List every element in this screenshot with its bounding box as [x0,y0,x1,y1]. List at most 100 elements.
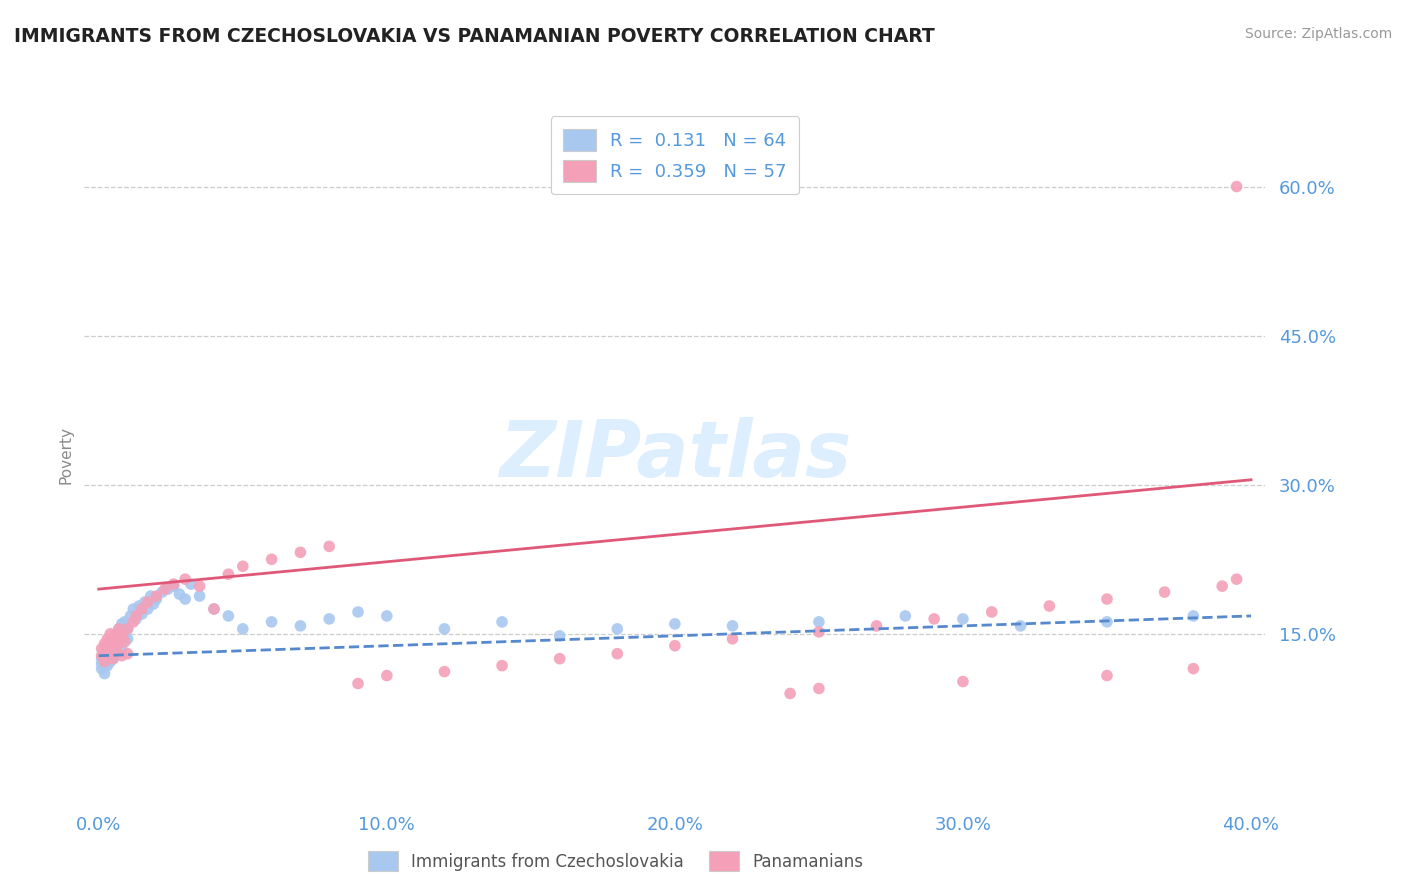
Point [114,629,136,643]
Point [1226,572,1249,586]
Point [145,592,167,607]
Point [548,629,571,643]
Point [108,637,131,651]
Point [433,622,456,636]
Point [93,666,115,681]
Point [779,686,801,700]
Point [108,622,131,636]
Point [375,609,398,624]
Point [105,645,128,659]
Point [131,607,153,621]
Point [1095,668,1118,682]
Point [491,615,513,629]
Point [1010,619,1032,633]
Point [922,612,945,626]
Point [232,622,254,636]
Point [105,645,128,659]
Point [347,605,370,619]
Point [120,609,142,624]
Point [169,587,191,601]
Point [111,641,134,656]
Point [491,658,513,673]
Point [260,615,283,629]
Point [156,582,179,596]
Point [952,674,974,689]
Point [1153,585,1175,599]
Point [96,645,118,659]
Point [721,619,744,633]
Point [101,639,124,653]
Point [318,612,340,626]
Point [114,634,136,648]
Point [93,655,115,669]
Point [260,552,283,566]
Point [128,599,150,613]
Point [96,647,118,661]
Point [174,592,197,607]
Point [606,647,628,661]
Point [894,609,917,624]
Point [145,589,167,603]
Text: IMMIGRANTS FROM CZECHOSLOVAKIA VS PANAMANIAN POVERTY CORRELATION CHART: IMMIGRANTS FROM CZECHOSLOVAKIA VS PANAMA… [14,27,935,45]
Point [807,615,830,629]
Point [202,602,225,616]
Point [1038,599,1060,613]
Point [125,612,148,626]
Point [150,585,173,599]
Point [318,540,340,554]
Point [347,676,370,690]
Point [180,577,202,591]
Point [433,665,456,679]
Point [721,632,744,646]
Point [90,641,112,656]
Point [163,577,186,591]
Point [664,639,686,653]
Point [105,629,128,643]
Point [111,629,134,643]
Point [548,651,571,665]
Point [114,615,136,629]
Point [96,637,118,651]
Point [188,579,211,593]
Point [96,651,118,665]
Point [101,634,124,648]
Point [134,595,156,609]
Point [136,595,159,609]
Point [98,655,121,669]
Point [101,632,124,646]
Point [90,651,112,665]
Point [98,627,121,641]
Point [98,648,121,663]
Point [117,622,139,636]
Point [807,624,830,639]
Point [217,609,239,624]
Point [108,622,131,636]
Point [105,627,128,641]
Point [188,589,211,603]
Point [90,657,112,671]
Point [1226,179,1249,194]
Point [98,639,121,653]
Point [101,651,124,665]
Point [93,647,115,661]
Point [111,616,134,631]
Point [1211,579,1233,593]
Point [101,651,124,665]
Point [125,609,148,624]
Point [1182,609,1205,624]
Point [98,641,121,656]
Point [952,612,974,626]
Point [1095,592,1118,607]
Point [90,662,112,676]
Point [163,579,186,593]
Legend: Immigrants from Czechoslovakia, Panamanians: Immigrants from Czechoslovakia, Panamani… [361,845,870,878]
Point [290,619,312,633]
Point [139,589,162,603]
Point [980,605,1002,619]
Y-axis label: Poverty: Poverty [58,425,73,484]
Point [136,602,159,616]
Point [153,582,176,596]
Point [90,648,112,663]
Point [142,597,165,611]
Point [93,655,115,669]
